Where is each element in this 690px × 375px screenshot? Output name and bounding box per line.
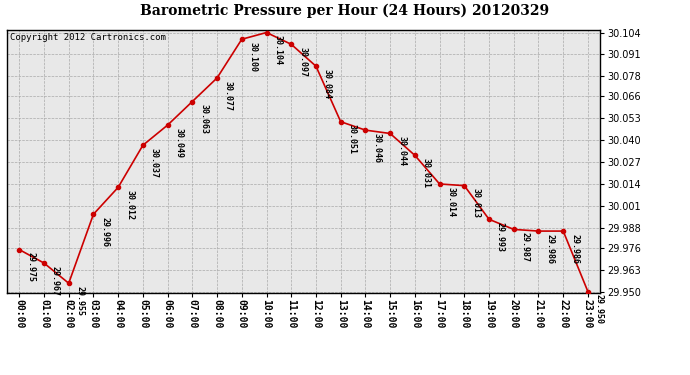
- Text: 30.037: 30.037: [150, 148, 159, 178]
- Text: 30.097: 30.097: [298, 47, 307, 77]
- Text: 29.950: 29.950: [595, 294, 604, 324]
- Text: 29.996: 29.996: [100, 217, 110, 247]
- Text: 30.012: 30.012: [125, 190, 134, 220]
- Text: 30.031: 30.031: [422, 158, 431, 188]
- Text: 30.077: 30.077: [224, 81, 233, 111]
- Text: 29.955: 29.955: [76, 286, 85, 316]
- Text: 30.013: 30.013: [471, 188, 480, 218]
- Text: 29.987: 29.987: [521, 232, 530, 262]
- Text: Copyright 2012 Cartronics.com: Copyright 2012 Cartronics.com: [10, 33, 166, 42]
- Text: 29.986: 29.986: [570, 234, 579, 264]
- Text: 30.063: 30.063: [199, 104, 208, 134]
- Text: 29.986: 29.986: [545, 234, 555, 264]
- Text: Barometric Pressure per Hour (24 Hours) 20120329: Barometric Pressure per Hour (24 Hours) …: [141, 4, 549, 18]
- Text: 29.967: 29.967: [51, 266, 60, 296]
- Text: 30.046: 30.046: [373, 133, 382, 163]
- Text: 29.975: 29.975: [26, 252, 35, 282]
- Text: 30.104: 30.104: [273, 35, 282, 65]
- Text: 30.100: 30.100: [248, 42, 258, 72]
- Text: 30.049: 30.049: [175, 128, 184, 158]
- Text: 30.044: 30.044: [397, 136, 406, 166]
- Text: 30.084: 30.084: [323, 69, 332, 99]
- Text: 29.993: 29.993: [496, 222, 505, 252]
- Text: 30.051: 30.051: [348, 124, 357, 154]
- Text: 30.014: 30.014: [446, 187, 455, 217]
